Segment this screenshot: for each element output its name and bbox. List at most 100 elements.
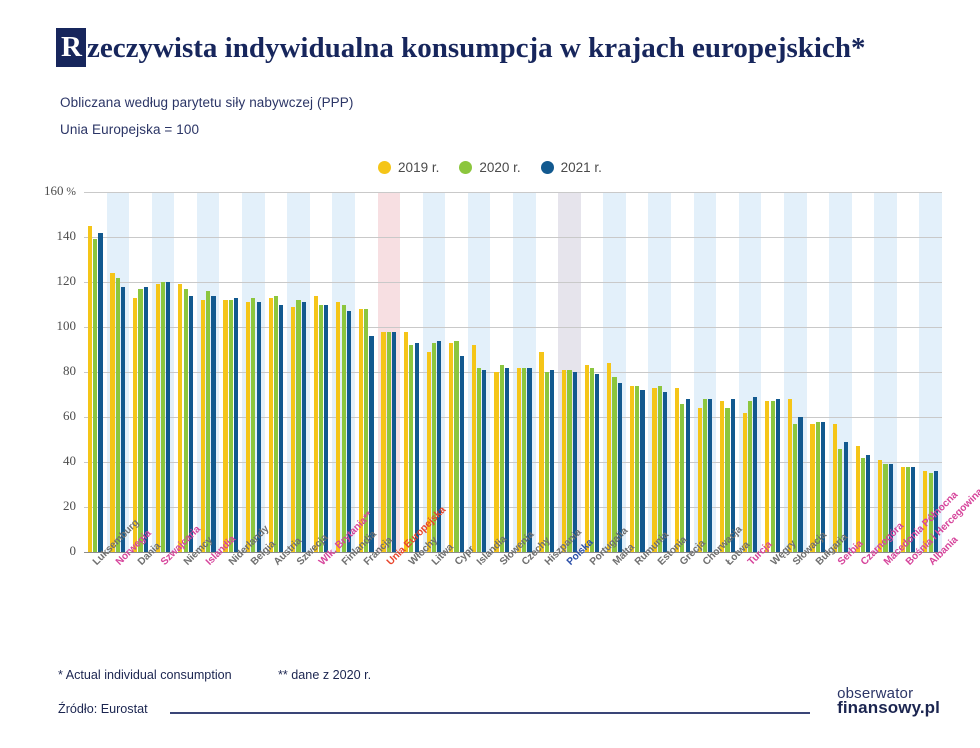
- legend-item-2020[interactable]: 2020 r.: [459, 160, 521, 175]
- bar-2020-11[interactable]: [341, 304, 346, 552]
- bar-group[interactable]: [468, 192, 491, 552]
- bar-2021-26[interactable]: [685, 399, 690, 552]
- bar-2020-3[interactable]: [160, 282, 166, 552]
- bar-group[interactable]: [581, 192, 604, 552]
- bar-group[interactable]: [378, 192, 401, 552]
- bar-2019-22[interactable]: [584, 365, 589, 552]
- bar-2021-37[interactable]: [933, 471, 939, 552]
- bar-group[interactable]: [761, 192, 784, 552]
- bar-2021-18[interactable]: [504, 367, 510, 552]
- bar-2019-28[interactable]: [720, 401, 725, 552]
- bar-2019-34[interactable]: [855, 446, 860, 552]
- bar-2021-8[interactable]: [279, 304, 284, 552]
- bar-group[interactable]: [739, 192, 762, 552]
- bar-2019-37[interactable]: [923, 471, 928, 552]
- bar-2019-18[interactable]: [494, 372, 499, 552]
- bar-2021-21[interactable]: [572, 372, 577, 552]
- bar-2020-35[interactable]: [883, 464, 888, 552]
- bar-2019-24[interactable]: [629, 385, 634, 552]
- bar-group[interactable]: [919, 192, 942, 552]
- bar-2020-4[interactable]: [183, 288, 188, 552]
- bar-group[interactable]: [242, 192, 265, 552]
- bar-2019-27[interactable]: [697, 408, 702, 552]
- bar-2020-13[interactable]: [386, 331, 391, 552]
- bar-2019-10[interactable]: [313, 295, 318, 552]
- bar-group[interactable]: [84, 192, 107, 552]
- bar-group[interactable]: [829, 192, 852, 552]
- bar-2020-6[interactable]: [228, 300, 233, 552]
- bar-2021-27[interactable]: [708, 399, 713, 552]
- bar-group[interactable]: [445, 192, 468, 552]
- bar-2019-8[interactable]: [268, 297, 273, 552]
- bar-group[interactable]: [852, 192, 875, 552]
- bar-2019-20[interactable]: [539, 351, 544, 552]
- bar-2021-34[interactable]: [866, 455, 871, 552]
- bar-2021-22[interactable]: [595, 374, 600, 552]
- bar-2020-1[interactable]: [115, 277, 120, 552]
- bar-2019-36[interactable]: [900, 466, 905, 552]
- bar-2019-7[interactable]: [245, 302, 251, 552]
- bar-2019-30[interactable]: [765, 401, 770, 552]
- bar-2020-10[interactable]: [318, 304, 324, 552]
- bar-group[interactable]: [332, 192, 355, 552]
- bar-2019-14[interactable]: [404, 331, 409, 552]
- bar-2020-9[interactable]: [296, 300, 301, 552]
- bar-2019-33[interactable]: [832, 423, 838, 552]
- bar-group[interactable]: [558, 192, 581, 552]
- bar-2021-16[interactable]: [459, 356, 464, 552]
- bar-group[interactable]: [174, 192, 197, 552]
- bar-2020-20[interactable]: [544, 372, 549, 552]
- bar-2020-5[interactable]: [206, 291, 211, 552]
- bar-group[interactable]: [536, 192, 559, 552]
- bar-2021-25[interactable]: [662, 392, 668, 552]
- bar-2019-4[interactable]: [178, 284, 183, 552]
- bar-2021-35[interactable]: [888, 464, 893, 552]
- bar-2019-19[interactable]: [516, 367, 522, 552]
- bar-2021-5[interactable]: [211, 295, 216, 552]
- bar-group[interactable]: [129, 192, 152, 552]
- bar-2020-19[interactable]: [522, 367, 527, 552]
- bar-2020-2[interactable]: [138, 288, 143, 552]
- bar-2021-1[interactable]: [121, 286, 126, 552]
- bar-2019-1[interactable]: [110, 273, 115, 552]
- bar-2021-0[interactable]: [98, 232, 103, 552]
- bar-2020-12[interactable]: [364, 309, 369, 552]
- bar-2020-16[interactable]: [454, 340, 459, 552]
- bar-2020-36[interactable]: [906, 466, 911, 552]
- bar-2021-36[interactable]: [911, 466, 916, 552]
- bar-2019-0[interactable]: [87, 225, 93, 552]
- legend-item-2021[interactable]: 2021 r.: [540, 160, 602, 175]
- bar-2021-23[interactable]: [617, 383, 622, 552]
- bar-group[interactable]: [107, 192, 130, 552]
- bar-2021-19[interactable]: [527, 367, 532, 552]
- bar-group[interactable]: [784, 192, 807, 552]
- legend-item-2019[interactable]: 2019 r.: [378, 160, 439, 175]
- bar-2019-31[interactable]: [787, 399, 793, 552]
- bar-group[interactable]: [400, 192, 423, 552]
- bar-2020-21[interactable]: [567, 369, 572, 552]
- bar-2020-25[interactable]: [657, 385, 662, 552]
- bar-group[interactable]: [355, 192, 378, 552]
- bar-2019-35[interactable]: [878, 459, 883, 552]
- bar-2020-23[interactable]: [612, 376, 617, 552]
- bar-2020-31[interactable]: [793, 423, 798, 552]
- bar-group[interactable]: [603, 192, 626, 552]
- bar-group[interactable]: [219, 192, 242, 552]
- bar-group[interactable]: [671, 192, 694, 552]
- bar-2021-30[interactable]: [775, 399, 780, 552]
- bar-2019-2[interactable]: [133, 297, 138, 552]
- bar-group[interactable]: [694, 192, 717, 552]
- bar-group[interactable]: [490, 192, 513, 552]
- bar-group[interactable]: [648, 192, 671, 552]
- bar-2019-21[interactable]: [562, 369, 567, 552]
- bar-2021-6[interactable]: [233, 297, 239, 552]
- bar-2020-26[interactable]: [680, 403, 685, 552]
- bar-2020-0[interactable]: [93, 239, 98, 552]
- bar-2021-10[interactable]: [324, 304, 329, 552]
- bar-2020-17[interactable]: [477, 367, 482, 552]
- bar-group[interactable]: [310, 192, 333, 552]
- bar-group[interactable]: [152, 192, 175, 552]
- bar-2019-25[interactable]: [652, 387, 657, 552]
- bar-2019-32[interactable]: [810, 423, 815, 552]
- bar-group[interactable]: [197, 192, 220, 552]
